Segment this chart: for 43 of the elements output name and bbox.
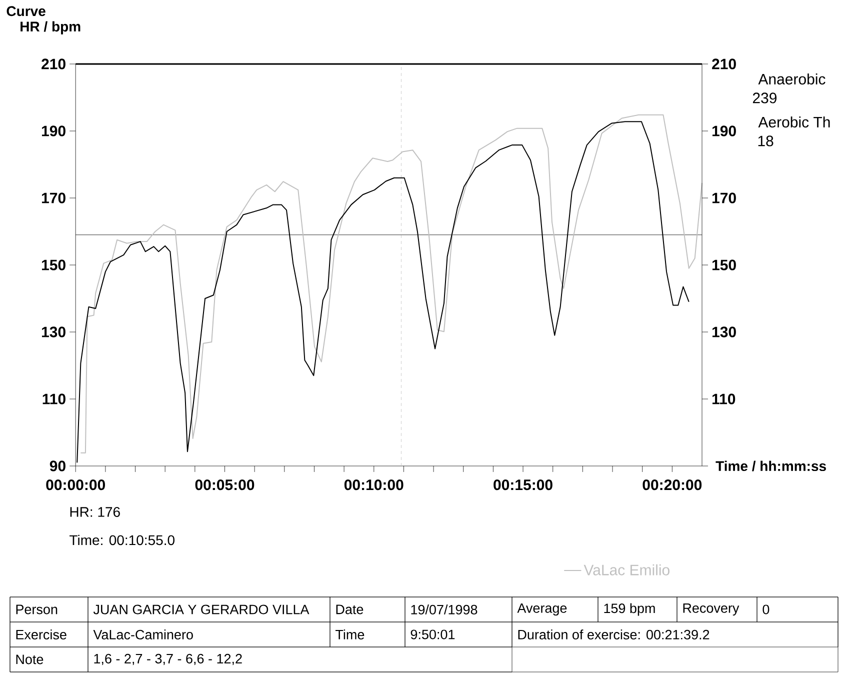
text: Time: 00:10:55.0 (70, 534, 174, 546)
text: 18 (758, 136, 774, 146)
y2-tick-label: 190 (712, 126, 736, 136)
y-tick-label: 90 (50, 460, 66, 472)
text: Aerobic Th (758, 116, 830, 128)
y2-tick-label: 150 (712, 260, 736, 270)
legend-label: VaLac Emilio (584, 564, 670, 576)
y-tick-label: 210 (42, 58, 66, 70)
y2-tick-label: 110 (712, 394, 736, 404)
text: Duration of exercise: 00:21:39.2 (518, 630, 710, 640)
text: Note (16, 654, 44, 664)
text: 19/07/1998 (411, 604, 478, 614)
chart-title: Curve (6, 6, 46, 16)
y2-tick-label: 170 (712, 192, 736, 204)
x-tick-label: 00:10:00 (344, 480, 404, 490)
text: Recovery (683, 603, 740, 616)
text: 9:50:01 (410, 630, 455, 640)
y-tick-label: 130 (42, 326, 66, 338)
x-axis-title: Time / hh:mm:ss (716, 460, 826, 472)
y2-tick-label: 130 (712, 326, 736, 338)
x-tick-label: 00:05:00 (195, 480, 254, 490)
text: Time (336, 630, 364, 640)
text: 1,6 - 2,7 - 3,7 - 6,6 - 12,2 (94, 654, 242, 666)
text: Exercise (16, 630, 66, 640)
y-tick-label: 110 (42, 394, 66, 404)
x-tick-label: 00:00:00 (46, 480, 105, 490)
text: Anaerobic (758, 73, 826, 84)
text: Person (16, 604, 58, 614)
y-tick-label: 150 (42, 260, 66, 270)
text: HR: 176 (70, 507, 120, 517)
y2-tick-label: 210 (712, 58, 736, 70)
y-axis-title: HR / bpm (20, 21, 80, 34)
text: 159 bpm (604, 603, 655, 616)
text: 0 (762, 604, 770, 614)
y-tick-label: 170 (42, 192, 66, 204)
text: Date (336, 604, 364, 614)
text: JUAN GARCIA Y GERARDO VILLA (93, 604, 310, 614)
text: VaLac-Caminero (93, 630, 193, 640)
text: Average (517, 603, 567, 616)
x-tick-label: 00:20:00 (642, 480, 702, 490)
y-tick-label: 190 (42, 126, 66, 136)
x-tick-label: 00:15:00 (494, 480, 552, 490)
text: 239 (752, 92, 777, 104)
